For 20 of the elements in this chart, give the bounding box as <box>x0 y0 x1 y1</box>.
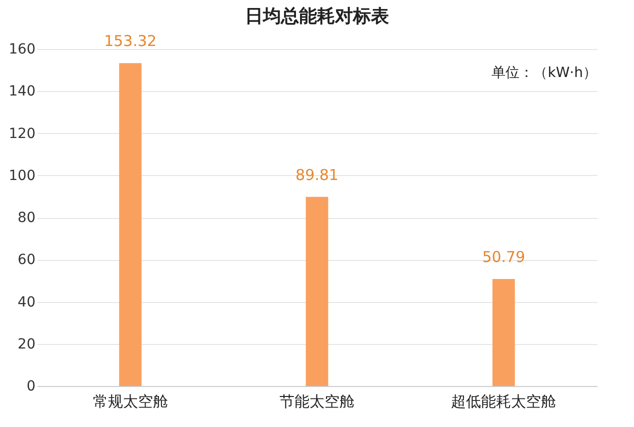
annotation: 单位：（kW·h） <box>492 65 597 81</box>
bar <box>492 279 515 386</box>
data-label: 153.32 <box>104 32 157 50</box>
chart-title: 日均总能耗对标表 <box>245 6 389 28</box>
y-tick-label: 40 <box>18 294 36 310</box>
y-tick-label: 60 <box>18 252 36 268</box>
y-tick-label: 160 <box>8 42 36 58</box>
x-tick-label: 常规太空舱 <box>92 392 168 410</box>
y-tick-label: 0 <box>26 378 36 394</box>
y-tick-label: 140 <box>8 84 36 100</box>
bar <box>306 196 328 386</box>
x-tick-label: 节能太空舱 <box>280 392 354 410</box>
y-tick-label: 80 <box>18 210 36 226</box>
x-tick-label: 超低能耗太空舱 <box>451 392 556 410</box>
bar <box>119 63 142 386</box>
y-tick-label: 20 <box>18 336 36 352</box>
y-tick-label: 120 <box>8 126 36 142</box>
data-label: 89.81 <box>296 166 338 184</box>
data-label: 50.79 <box>482 248 526 266</box>
y-tick-label: 100 <box>8 168 36 184</box>
